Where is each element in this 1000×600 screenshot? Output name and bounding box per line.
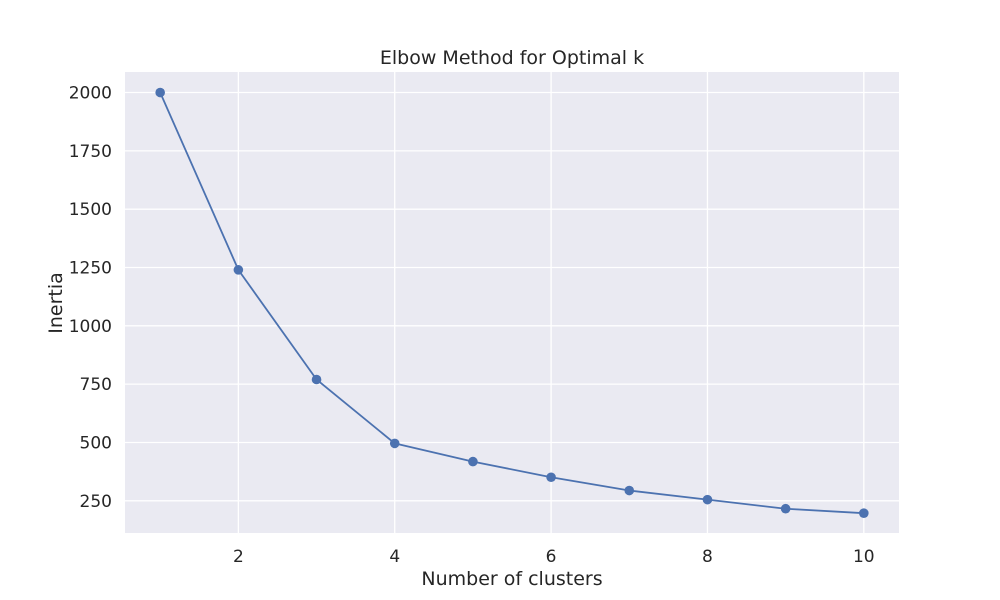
data-point: [389, 438, 400, 449]
x-tick-label: 4: [389, 547, 400, 567]
x-tick-label: 8: [702, 547, 713, 567]
data-point: [311, 374, 322, 385]
data-point: [546, 472, 556, 483]
data-point: [780, 503, 791, 514]
y-tick-label: 750: [80, 375, 112, 395]
plot-area: [125, 72, 899, 533]
data-point: [468, 456, 478, 467]
x-tick-label: 2: [233, 547, 244, 567]
x-tick-label: 10: [853, 547, 875, 567]
data-point: [702, 494, 713, 505]
y-axis-label: Inertia: [45, 272, 67, 334]
y-tick-label: 500: [80, 433, 112, 453]
series-line: [159, 92, 864, 515]
series-line-layer: [159, 92, 864, 515]
x-axis-label: Number of clusters: [421, 568, 602, 590]
data-point: [233, 265, 244, 275]
y-tick-label: 1500: [69, 200, 112, 220]
grid-lines: [125, 72, 899, 533]
data-point: [859, 508, 869, 518]
y-tick-label: 2000: [69, 84, 112, 104]
y-tick-label: 1750: [69, 142, 112, 162]
y-tick-labels: 250 500 750 1000 1250 1500 1750 2000: [69, 84, 112, 512]
data-point: [155, 87, 165, 98]
chart-title: Elbow Method for Optimal k: [380, 47, 644, 69]
y-tick-label: 250: [80, 492, 112, 512]
y-tick-label: 1000: [69, 317, 112, 337]
data-point-layer: [155, 87, 869, 518]
data-point: [624, 485, 635, 496]
x-tick-label: 6: [546, 547, 557, 567]
y-tick-label: 1250: [69, 259, 112, 279]
x-tick-labels: 2 4 6 8 10: [233, 547, 875, 567]
